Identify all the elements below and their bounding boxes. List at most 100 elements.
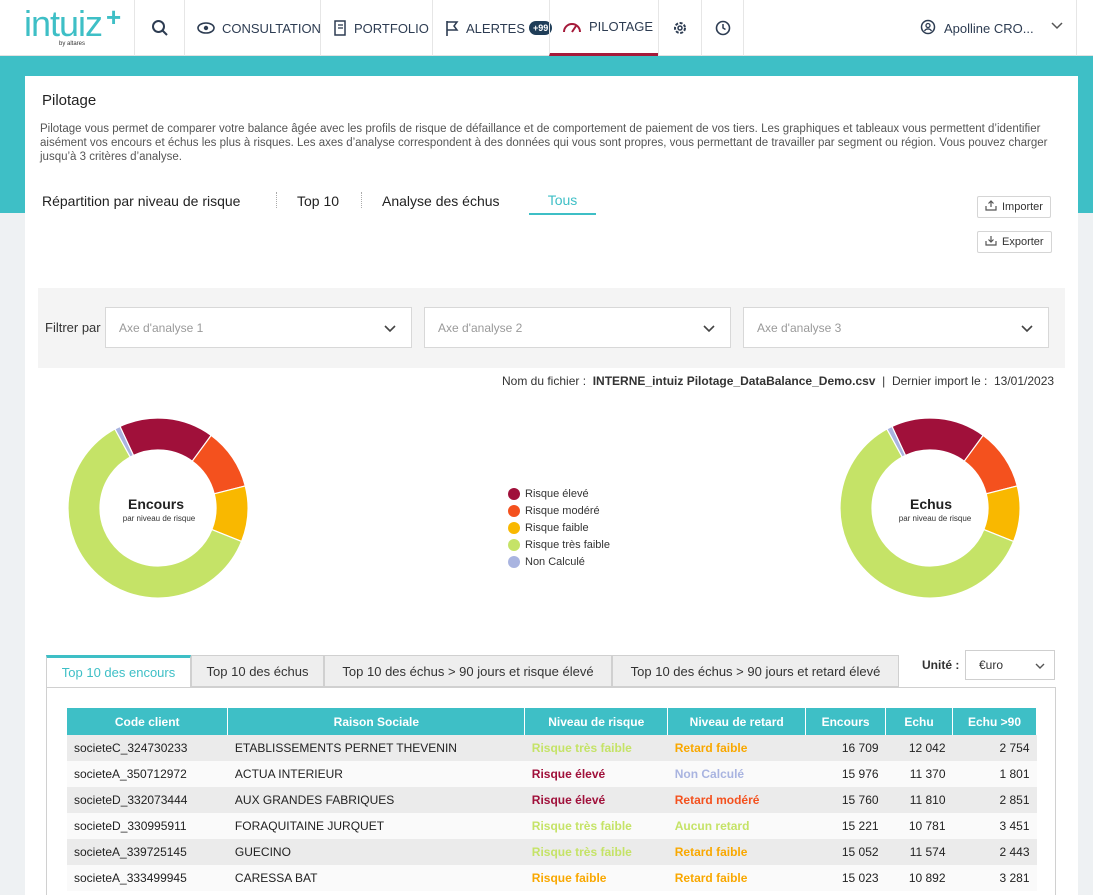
table-cell: 3 451 [952, 813, 1037, 839]
table-cell: 11 574 [885, 839, 953, 865]
user-icon [920, 19, 936, 38]
axis-2-select[interactable]: Axe d'analyse 2 [424, 307, 731, 348]
table-cell: FORAQUITAINE JURQUET [227, 813, 525, 839]
table-row[interactable]: societeA_350712972 ACTUA INTERIEUR Risque … [67, 761, 1037, 787]
table-cell: Retard faible [667, 865, 806, 891]
table-cell: AUX GRANDES FABRIQUES [227, 787, 525, 813]
unit-select[interactable]: €uro [965, 650, 1055, 680]
table-row[interactable]: societeA_333499945 CARESSA BAT Risque faib… [67, 865, 1037, 891]
import-button[interactable]: Importer [977, 196, 1051, 218]
nav-portfolio[interactable]: PORTFOLIO [320, 0, 432, 56]
donut-slice-risque-tr-s-faible[interactable] [67, 428, 243, 599]
tab-top10-echus[interactable]: Top 10 des échus [191, 655, 324, 687]
tab-tous[interactable]: Tous [529, 186, 596, 215]
alerts-count-badge: +99 [529, 21, 553, 35]
table-cell: Non Calculé [667, 761, 806, 787]
table-cell: 10 892 [885, 865, 953, 891]
table-cell: 15 023 [805, 865, 886, 891]
echus-chart-subtitle: par niveau de risque [898, 514, 972, 523]
nav-divider [1076, 0, 1077, 56]
column-header[interactable]: Niveau de retard [667, 708, 807, 735]
column-header[interactable]: Echu [885, 708, 954, 735]
legend-swatch [508, 555, 520, 568]
table-row[interactable]: societeA_339725145 GUECINO Risque très fai… [67, 839, 1037, 865]
table-cell: 15 052 [805, 839, 886, 865]
axis-1-select[interactable]: Axe d'analyse 1 [105, 307, 412, 348]
nav-consultation[interactable]: CONSULTATION [184, 0, 321, 56]
legend-label: Non Calculé [525, 555, 585, 568]
column-header[interactable]: Niveau de risque [524, 708, 669, 735]
history-button[interactable] [701, 0, 744, 56]
page-title: Pilotage [42, 92, 97, 109]
axis-2-placeholder: Axe d'analyse 2 [438, 320, 523, 335]
table-cell: Risque très faible [524, 813, 668, 839]
table-cell: societeD_332073444 [67, 787, 228, 813]
echus-chart-title: Echus [909, 496, 952, 512]
user-menu[interactable]: Apolline CRO... [920, 0, 1034, 56]
tab-top10-echus-risque[interactable]: Top 10 des échus > 90 jours et risque él… [324, 655, 612, 687]
tab-analyse-echus[interactable]: Analyse des échus [382, 192, 500, 209]
table-row[interactable]: societeD_330995911 FORAQUITAINE JURQUET Ri… [67, 813, 1037, 839]
top-navbar: intuiz + by altares CONSULTATION PORTFOL… [0, 0, 1093, 56]
export-button[interactable]: Exporter [977, 231, 1052, 253]
export-label: Exporter [1002, 236, 1044, 248]
chevron-down-icon[interactable] [1050, 18, 1064, 35]
table-row[interactable]: societeC_324730233 ETABLISSEMENTS PERNET … [67, 735, 1037, 761]
filter-label: Filtrer par [45, 320, 101, 335]
table-cell: 12 042 [885, 735, 953, 761]
settings-button[interactable] [658, 0, 701, 56]
flag-icon [445, 20, 459, 36]
column-header[interactable]: Encours [805, 708, 887, 735]
legend-item[interactable]: Risque modéré [508, 502, 610, 519]
axis-3-select[interactable]: Axe d'analyse 3 [743, 307, 1049, 348]
legend-item[interactable]: Risque faible [508, 519, 610, 536]
legend-swatch [508, 504, 520, 517]
donut-slice-risque-tr-s-faible[interactable] [839, 428, 1015, 599]
legend-item[interactable]: Risque très faible [508, 536, 610, 553]
table-cell: 11 370 [885, 761, 953, 787]
nav-alertes[interactable]: ALERTES +99 [432, 0, 553, 56]
column-header[interactable]: Raison Sociale [227, 708, 526, 735]
chevron-down-icon [1020, 321, 1034, 338]
encours-chart-title: Encours [127, 496, 184, 512]
table-cell: 10 781 [885, 813, 953, 839]
nav-consultation-label: CONSULTATION [222, 20, 321, 36]
upload-icon [985, 200, 997, 214]
legend-item[interactable]: Risque élevé [508, 485, 610, 502]
table-cell: Retard faible [667, 735, 806, 761]
logo-byline: by altares [59, 41, 86, 47]
file-name: INTERNE_intuiz Pilotage_DataBalance_Demo… [592, 374, 876, 388]
encours-donut-chart [67, 417, 249, 599]
column-header[interactable]: Code client [67, 708, 229, 735]
eye-icon [197, 22, 215, 34]
gear-icon [672, 20, 688, 36]
intuiz-logo[interactable]: intuiz + by altares [24, 2, 134, 52]
legend-swatch [508, 521, 520, 534]
table-cell: 11 810 [885, 787, 953, 813]
nav-portfolio-label: PORTFOLIO [354, 20, 429, 36]
search-nav-button[interactable] [134, 0, 184, 56]
table-cell: Retard faible [667, 839, 806, 865]
nav-pilotage[interactable]: PILOTAGE [549, 0, 658, 56]
tab-top10-encours[interactable]: Top 10 des encours [46, 655, 191, 688]
column-header[interactable]: Echu >90 [952, 708, 1037, 735]
tab-repartition[interactable]: Répartition par niveau de risque [42, 192, 241, 209]
chevron-down-icon [702, 321, 716, 338]
table-cell: 15 760 [805, 787, 886, 813]
table-cell: Risque élevé [524, 761, 668, 787]
donut-slice-non-calcul-[interactable] [886, 425, 907, 458]
chevron-down-icon [383, 321, 397, 338]
notebook-icon [333, 20, 347, 36]
donut-slice-non-calcul-[interactable] [114, 425, 135, 458]
table-cell: 15 221 [805, 813, 886, 839]
tab-top10[interactable]: Top 10 [297, 192, 340, 209]
tab-top10-echus-retard[interactable]: Top 10 des échus > 90 jours et retard él… [612, 655, 899, 687]
table-cell: Aucun retard [667, 813, 806, 839]
table-cell: Risque faible [524, 865, 668, 891]
legend-item[interactable]: Non Calculé [508, 553, 610, 570]
table-cell: 16 709 [805, 735, 886, 761]
table-cell: 2 443 [952, 839, 1037, 865]
table-cell: 15 976 [805, 761, 886, 787]
table-row[interactable]: societeD_332073444 AUX GRANDES FABRIQUES R… [67, 787, 1037, 813]
file-info: Nom du fichier : INTERNE_intuiz Pilotage… [502, 374, 1055, 388]
